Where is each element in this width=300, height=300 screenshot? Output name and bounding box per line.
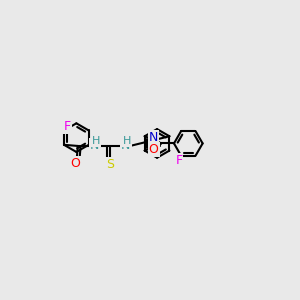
Text: H: H bbox=[123, 136, 131, 146]
Text: F: F bbox=[63, 120, 70, 133]
Text: N: N bbox=[149, 131, 158, 144]
Text: S: S bbox=[106, 158, 114, 171]
Text: N: N bbox=[121, 140, 130, 152]
Text: O: O bbox=[70, 158, 80, 170]
Text: N: N bbox=[90, 140, 99, 152]
Text: F: F bbox=[175, 154, 182, 167]
Text: H: H bbox=[92, 136, 100, 146]
Text: O: O bbox=[149, 143, 159, 156]
